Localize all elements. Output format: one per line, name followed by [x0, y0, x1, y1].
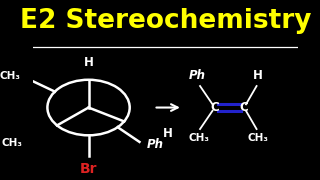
- Text: H: H: [84, 56, 93, 69]
- Text: H: H: [253, 69, 263, 82]
- Text: Ph: Ph: [147, 138, 164, 151]
- Text: C: C: [239, 101, 248, 114]
- Text: Ph: Ph: [189, 69, 206, 82]
- Text: C: C: [210, 101, 219, 114]
- Text: CH₃: CH₃: [188, 133, 209, 143]
- Text: CH₃: CH₃: [2, 138, 23, 148]
- Text: CH₃: CH₃: [0, 71, 20, 82]
- Text: CH₃: CH₃: [248, 133, 269, 143]
- Text: E2 Stereochemistry: E2 Stereochemistry: [20, 8, 311, 34]
- Text: Br: Br: [80, 162, 97, 176]
- Text: H: H: [163, 127, 172, 140]
